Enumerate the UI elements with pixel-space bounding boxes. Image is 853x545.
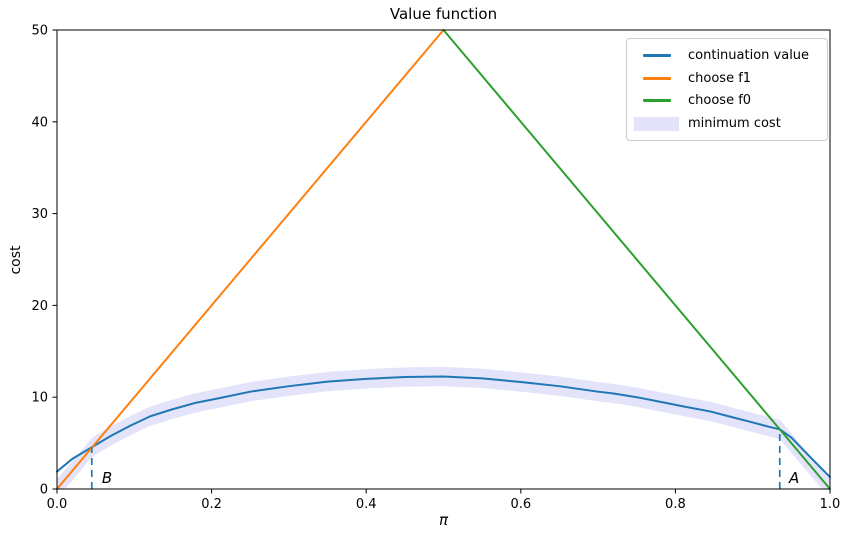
choose-f0-line-swatch xyxy=(642,99,671,103)
legend: continuation value choose f1 choose f0 m… xyxy=(626,38,828,141)
threshold-A-label: A xyxy=(789,468,800,487)
minimum-cost-band xyxy=(57,366,830,489)
y-tick-label: 10 xyxy=(31,391,48,406)
threshold-B-label: B xyxy=(101,468,113,487)
legend-item-minimum-cost: minimum cost xyxy=(634,116,827,131)
x-tick-label: 1.0 xyxy=(820,497,841,512)
legend-item-label: choose f0 xyxy=(688,93,752,109)
minimum-cost-patch-swatch xyxy=(634,116,679,131)
legend-swatch-area xyxy=(634,116,679,131)
legend-swatch-area xyxy=(634,76,679,80)
x-tick-label: 0.2 xyxy=(201,497,222,512)
x-tick-label: 0.0 xyxy=(47,497,68,512)
x-tick-label: 0.4 xyxy=(356,497,377,512)
x-axis-label: π xyxy=(438,511,449,529)
y-tick-label: 50 xyxy=(31,24,48,39)
y-axis-label: cost xyxy=(8,245,24,275)
x-tick-label: 0.6 xyxy=(510,497,531,512)
legend-item-choose-f0: choose f0 xyxy=(634,93,827,108)
choose-f1-line-swatch xyxy=(642,76,671,80)
axes-spines xyxy=(56,29,831,490)
legend-swatch-area xyxy=(634,99,679,103)
y-tick-label: 20 xyxy=(31,299,48,314)
y-tick-label: 0 xyxy=(40,483,48,498)
y-tick-label: 40 xyxy=(31,115,48,130)
legend-item-label: choose f1 xyxy=(688,70,752,86)
legend-item-choose-f1: choose f1 xyxy=(634,71,827,86)
legend-item-label: continuation value xyxy=(688,47,810,63)
legend-swatch-area xyxy=(634,53,679,57)
x-tick-label: 0.8 xyxy=(665,497,686,512)
choose-f0-line xyxy=(442,29,831,490)
legend-item-continuation-value: continuation value xyxy=(634,48,827,63)
legend-item-label: minimum cost xyxy=(688,116,781,132)
choose-f1-line xyxy=(56,29,445,490)
continuation-value-line xyxy=(56,375,831,479)
y-tick-label: 30 xyxy=(31,207,48,222)
chart-title: Value function xyxy=(389,5,498,23)
continuation-value-line-swatch xyxy=(642,53,671,57)
